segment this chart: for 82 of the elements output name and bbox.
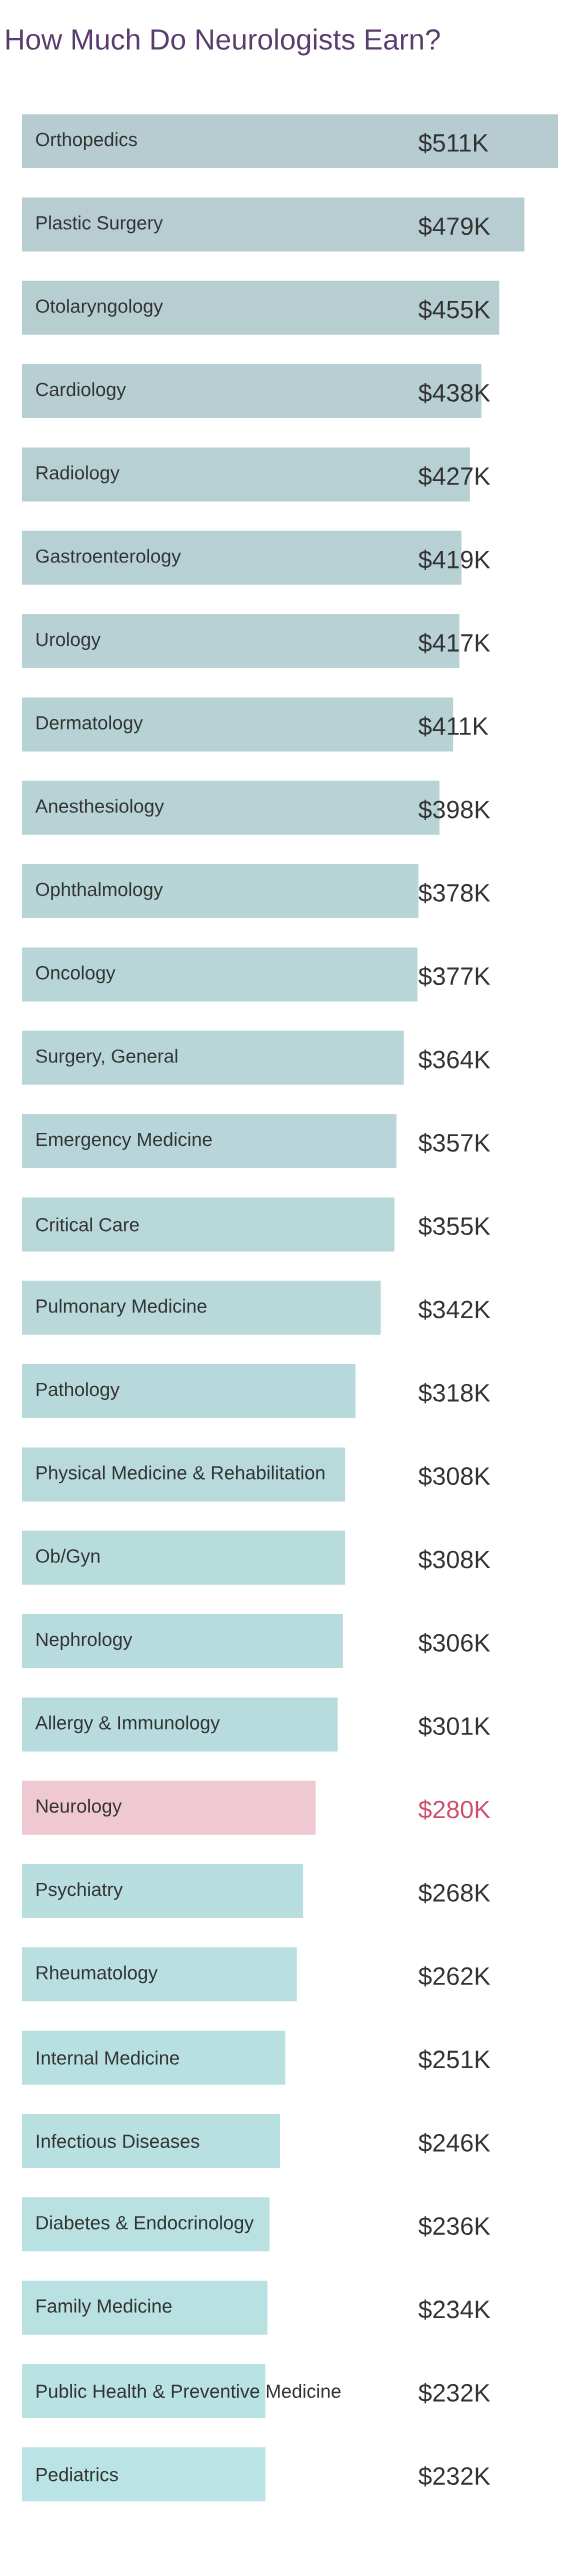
data-label: $236K xyxy=(418,2216,491,2237)
bar xyxy=(22,197,525,252)
data-label: $268K xyxy=(418,1882,491,1904)
y-tick-label: Ob/Gyn xyxy=(36,1548,100,1567)
bar xyxy=(22,1947,297,2002)
data-label: $251K xyxy=(418,2049,491,2070)
bar xyxy=(22,1447,346,1502)
y-tick-label: Nephrology xyxy=(36,1632,133,1650)
data-label: $246K xyxy=(418,2132,491,2154)
y-tick-label: Cardiology xyxy=(36,382,126,400)
bar xyxy=(22,2114,281,2169)
data-label: $364K xyxy=(418,1049,491,1070)
data-label: $355K xyxy=(418,1216,491,1237)
data-label: $438K xyxy=(418,382,491,404)
y-tick-label: Critical Care xyxy=(36,1217,139,1232)
bar xyxy=(22,1364,356,1419)
bar xyxy=(22,2197,270,2252)
bar xyxy=(22,1530,346,1585)
y-tick-label: Public Health & Preventive Medicine xyxy=(36,2384,341,2398)
y-tick-label: Radiology xyxy=(36,465,120,484)
data-label: $411K xyxy=(418,716,489,737)
y-tick-label: Family Medicine xyxy=(36,2298,172,2317)
y-tick-label: Rheumatology xyxy=(36,1965,158,1984)
data-label: $427K xyxy=(418,466,491,487)
y-tick-label: Diabetes & Endocrinology xyxy=(36,2215,254,2234)
y-tick-label: Plastic Surgery xyxy=(36,215,163,234)
bar xyxy=(22,2280,268,2335)
y-tick-label: Infectious Diseases xyxy=(36,2134,200,2148)
bar xyxy=(22,864,419,919)
data-label: $232K xyxy=(418,2466,491,2487)
y-tick-label: Internal Medicine xyxy=(36,2050,179,2065)
bar xyxy=(22,947,418,1002)
y-tick-label: Psychiatry xyxy=(36,1882,123,1900)
y-tick-label: Dermatology xyxy=(36,715,143,734)
y-tick-label: Ophthalmology xyxy=(36,882,163,900)
data-label: $232K xyxy=(418,2382,491,2404)
y-tick-label: Physical Medicine & Rehabilitation xyxy=(36,1465,325,1484)
bar xyxy=(22,280,500,335)
data-label: $377K xyxy=(418,966,491,987)
y-tick-label: Orthopedics xyxy=(36,132,137,150)
y-tick-label: Allergy & Immunology xyxy=(35,1715,220,1734)
y-tick-label: Oncology xyxy=(36,965,116,984)
bar xyxy=(22,1114,397,1169)
data-label: $280K xyxy=(418,1799,491,1820)
data-label: $342K xyxy=(418,1299,491,1320)
bar xyxy=(22,1280,381,1335)
data-label: $308K xyxy=(418,1466,491,1487)
data-label: $511K xyxy=(418,133,489,154)
data-label: $398K xyxy=(418,799,491,820)
data-label: $306K xyxy=(418,1632,491,1654)
bar xyxy=(22,2447,266,2502)
data-label: $479K xyxy=(418,216,491,237)
data-label: $357K xyxy=(418,1132,491,1154)
data-label: $262K xyxy=(418,1966,491,1987)
bar xyxy=(22,1780,316,1835)
y-tick-label: Neurology xyxy=(36,1798,122,1817)
y-tick-label: Urology xyxy=(36,632,101,650)
bar xyxy=(22,1614,343,1669)
data-label: $419K xyxy=(418,549,491,570)
y-tick-label: Gastroenterology xyxy=(36,548,181,567)
y-tick-label: Otolaryngology xyxy=(36,298,163,317)
data-label: $234K xyxy=(418,2299,491,2320)
bar xyxy=(22,1697,338,1752)
y-tick-label: Pathology xyxy=(36,1382,120,1400)
bar xyxy=(22,1197,395,1252)
y-tick-label: Emergency Medicine xyxy=(36,1132,212,1150)
bar xyxy=(22,114,558,169)
bar xyxy=(22,1030,404,1085)
bar xyxy=(22,2030,286,2085)
y-tick-label: Pediatrics xyxy=(36,2467,118,2482)
y-tick-label: Anesthesiology xyxy=(35,798,164,817)
bar xyxy=(22,1864,304,1919)
chart-title: How Much Do Neurologists Earn? xyxy=(6,28,440,56)
data-label: $301K xyxy=(418,1716,491,1737)
y-tick-label: Surgery, General xyxy=(36,1048,178,1067)
data-label: $308K xyxy=(418,1549,491,1570)
data-label: $378K xyxy=(418,882,491,904)
data-label: $417K xyxy=(418,632,491,654)
y-tick-label: Pulmonary Medicine xyxy=(36,1298,207,1317)
bar xyxy=(22,2364,266,2419)
data-label: $318K xyxy=(418,1382,491,1404)
data-label: $455K xyxy=(418,299,491,320)
